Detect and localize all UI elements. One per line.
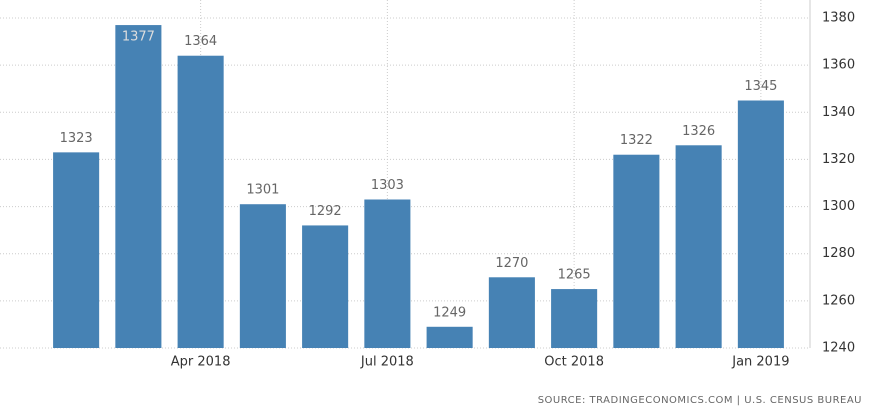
y-tick-label: 1320: [822, 152, 855, 167]
y-tick-label: 1380: [822, 11, 855, 26]
bar: [551, 289, 598, 348]
value-label: 1345: [744, 79, 777, 94]
value-label: 1249: [433, 305, 466, 320]
value-label: 1301: [246, 183, 279, 198]
value-label: 1303: [371, 178, 404, 193]
bar: [239, 204, 286, 348]
value-label: 1323: [60, 131, 93, 146]
y-tick-label: 1260: [822, 293, 855, 308]
value-label: 1364: [184, 34, 217, 49]
value-label: 1292: [309, 204, 342, 219]
bar: [675, 145, 722, 348]
value-label: 1326: [682, 124, 715, 139]
bar: [488, 277, 535, 348]
y-tick-label: 1240: [822, 341, 855, 356]
y-tick-label: 1300: [822, 199, 855, 214]
bar: [53, 152, 100, 348]
y-tick-label: 1280: [822, 246, 855, 261]
y-tick-label: 1340: [822, 105, 855, 120]
bar: [115, 25, 162, 348]
value-label: 1265: [558, 268, 591, 283]
bar: [364, 199, 411, 348]
value-label: 1322: [620, 133, 653, 148]
bar: [613, 154, 660, 348]
value-label: 1377: [122, 30, 155, 45]
bar: [426, 326, 473, 348]
x-tick-label: Apr 2018: [171, 355, 231, 370]
y-tick-label: 1360: [822, 58, 855, 73]
bar: [177, 55, 224, 348]
bar: [737, 100, 784, 348]
bar: [302, 225, 349, 348]
x-tick-label: Jul 2018: [360, 355, 414, 370]
x-tick-label: Oct 2018: [544, 355, 604, 370]
source: SOURCE: TRADINGECONOMICS.COM | U.S. CENS…: [538, 395, 862, 406]
x-tick-label: Jan 2019: [731, 355, 789, 370]
value-label: 1270: [495, 256, 528, 271]
